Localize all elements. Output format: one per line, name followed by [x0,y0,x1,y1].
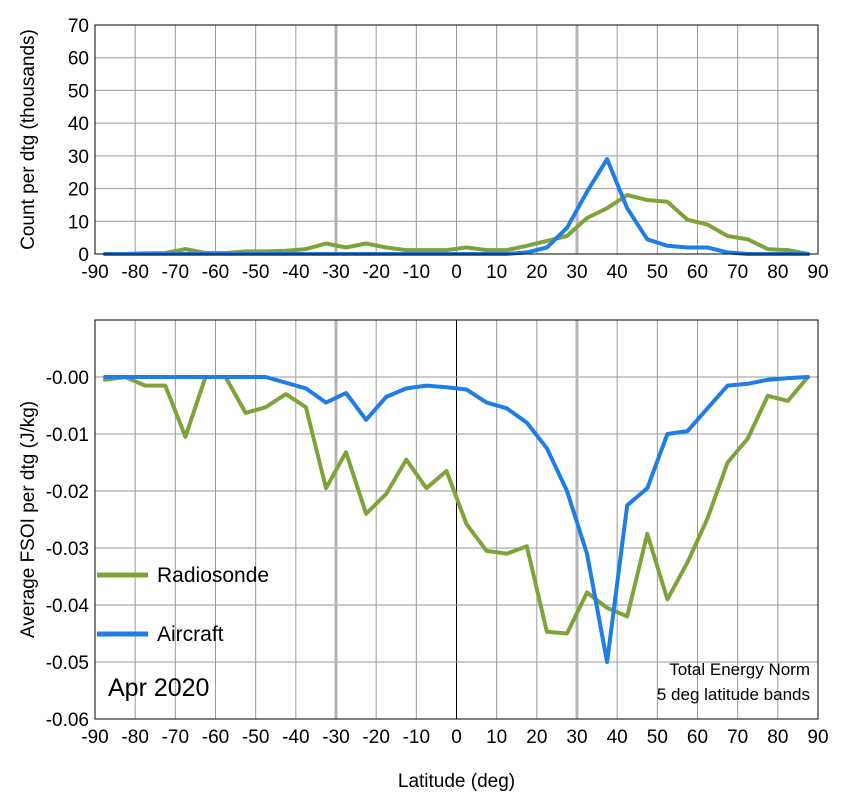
count-x-tick-labels: -90 -80 -70 -60 -50 -40 -30 -20 -10 0 10 20 30 40 50 60… [81,262,828,283]
x-tick-label: 40 [607,727,628,748]
x-tick-label: 70 [727,262,748,283]
legend: Radiosonde Aircraft [97,564,269,646]
x-tick-label: -80 [121,727,148,748]
count-highlight-lines [334,25,579,254]
x-tick-label: -50 [242,262,269,283]
x-tick-label: 20 [526,262,547,283]
x-axis-label: Latitude (deg) [398,771,515,792]
x-tick-label: -80 [121,262,148,283]
fsoi-plot-frame [94,319,819,720]
x-tick-label: -70 [162,262,189,283]
x-tick-label: 50 [647,262,668,283]
x-tick-label: 10 [486,262,507,283]
x-tick-label: -20 [362,727,389,748]
x-tick-label: 10 [486,727,507,748]
y-tick-label: -0.06 [46,710,89,731]
x-tick-label: -40 [282,727,309,748]
x-tick-label: -40 [282,262,309,283]
x-tick-label: 0 [451,727,462,748]
y-tick-label: -0.02 [46,482,89,503]
y-tick-label: 40 [68,114,89,135]
x-tick-label: -60 [202,727,229,748]
legend-label-aircraft: Aircraft [157,623,224,646]
y-tick-label: -0.01 [46,425,89,446]
x-tick-label: -10 [403,727,430,748]
x-tick-label: 60 [687,262,708,283]
y-tick-label: -0.03 [46,539,89,560]
x-tick-label: -50 [242,727,269,748]
series-line-aircraft [103,375,810,664]
count-y-tick-labels: 0 10 20 30 40 50 60 70 [68,16,89,266]
y-tick-label: 70 [68,16,89,37]
y-tick-label: 0 [78,245,89,266]
y-tick-label: 30 [68,147,89,168]
count-grid [94,24,819,255]
fsoi-series [103,375,810,664]
count-panel: 0 10 20 30 40 50 60 70 -90 -80 -70 -60 -50 -40 -30 -20… [18,16,829,283]
y-tick-label: 60 [68,49,89,70]
x-tick-label: 80 [767,262,788,283]
x-tick-label: -20 [362,262,389,283]
x-tick-label: -10 [403,262,430,283]
x-tick-label: 70 [727,727,748,748]
y-tick-label: -0.05 [46,653,89,674]
y-tick-label: 50 [68,81,89,102]
x-tick-label: -70 [162,727,189,748]
x-tick-label: -30 [322,262,349,283]
x-tick-label: 60 [687,727,708,748]
x-tick-label: 40 [607,262,628,283]
count-y-axis-label: Count per dtg (thousands) [18,29,39,250]
x-tick-label: 20 [526,727,547,748]
date-annotation: Apr 2020 [108,674,209,702]
x-tick-label: 80 [767,727,788,748]
x-tick-label: -30 [322,727,349,748]
x-tick-label: -90 [81,727,108,748]
x-tick-label: 90 [807,262,828,283]
x-tick-label: 30 [566,262,587,283]
fsoi-y-tick-labels: -0.00 -0.01 -0.02 -0.03 -0.04 -0.05 -0.06 [46,368,90,731]
y-tick-label: 10 [68,212,89,233]
count-plot-frame [94,24,819,255]
legend-label-radiosonde: Radiosonde [157,564,269,587]
x-tick-label: -60 [202,262,229,283]
y-tick-label: -0.04 [46,596,90,617]
x-tick-label: 50 [647,727,668,748]
x-tick-label: 30 [566,727,587,748]
y-tick-label: -0.00 [46,368,89,389]
fsoi-x-tick-labels: -90 -80 -70 -60 -50 -40 -30 -20 -10 0 10 20 30 40 50 60… [81,727,828,748]
fsoi-panel: -0.00-0.01-0.02-0.03-0.04-0.05-0.06 -90-… [18,319,829,792]
x-tick-label: 90 [807,727,828,748]
bands-annotation: 5 deg latitude bands [657,685,810,704]
fsoi-y-axis-label: Average FSOI per dtg (J/kg) [18,401,39,638]
x-tick-label: 0 [451,262,462,283]
y-tick-label: 20 [68,180,89,201]
norm-annotation: Total Energy Norm [669,660,810,679]
x-tick-label: -90 [81,262,108,283]
